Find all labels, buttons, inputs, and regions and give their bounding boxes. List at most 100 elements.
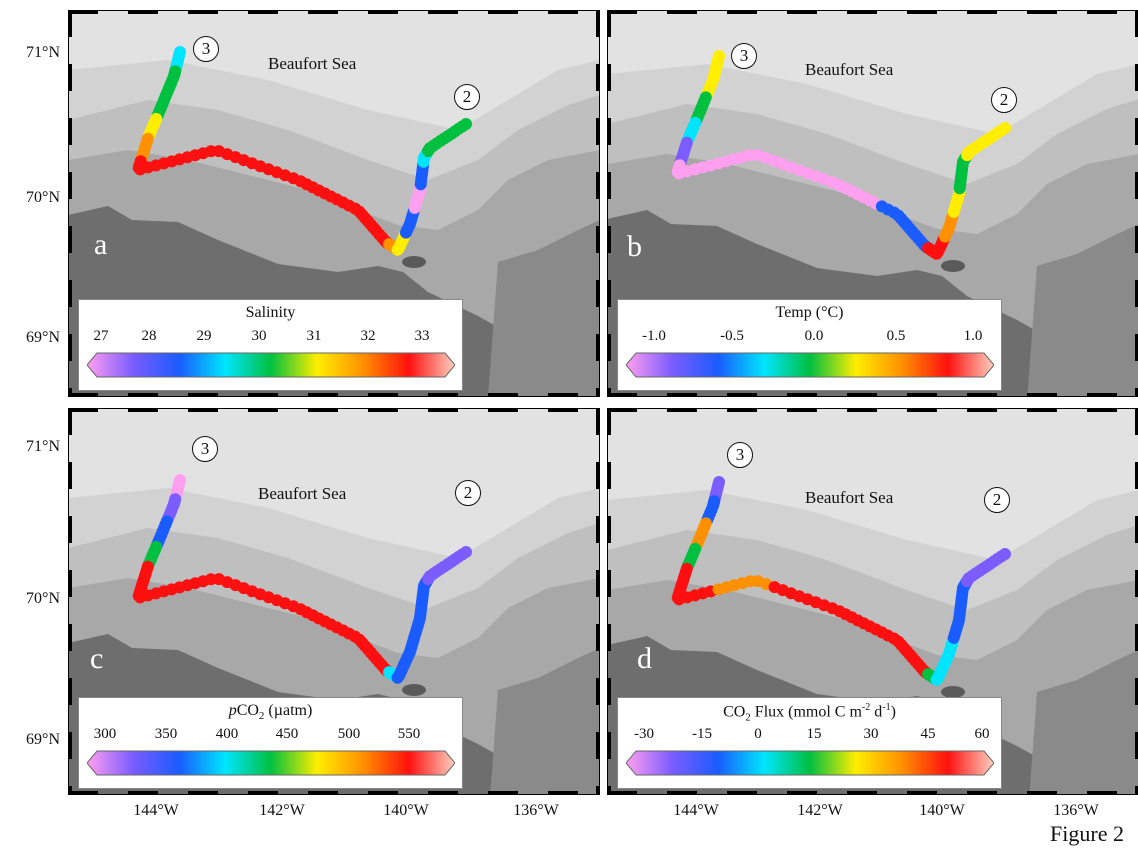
panel-b-temperature-map: Beaufort Sea 3 2 b Temp (°C) -1.0 -0.5 0…	[607, 10, 1138, 397]
frame-tick	[1135, 678, 1138, 705]
panel-c-pco2-map: Beaufort Sea 3 2 c pCO2 (µatm) 300 350 4…	[68, 408, 600, 795]
station-2-marker: 2	[984, 487, 1010, 513]
colorbar-tick: -30	[634, 726, 654, 742]
frame-tick	[68, 393, 98, 397]
station-2-marker: 2	[991, 87, 1017, 113]
frame-tick	[1027, 10, 1057, 14]
frame-tick	[188, 393, 218, 397]
station-3-marker: 3	[731, 43, 757, 69]
frame-tick	[68, 732, 72, 759]
colorbar-tick: -1.0	[642, 328, 666, 344]
frame-tick	[847, 393, 877, 397]
colorbar-title-main: CO	[723, 703, 746, 721]
frame-tick	[68, 10, 72, 37]
panel-letter: c	[90, 642, 104, 675]
frame-tick	[1135, 388, 1138, 397]
colorbar-tick: 500	[337, 726, 361, 742]
frame-tick	[248, 791, 278, 795]
frame-tick	[488, 408, 518, 412]
frame-tick	[667, 10, 697, 14]
frame-tick	[607, 10, 611, 37]
frame-tick	[787, 10, 817, 14]
frame-tick	[308, 10, 338, 14]
frame-tick	[607, 172, 611, 199]
frame-tick	[967, 393, 997, 397]
station-3-marker: 3	[192, 436, 218, 462]
island	[941, 686, 965, 698]
frame-tick	[68, 172, 72, 199]
frame-tick	[607, 408, 637, 412]
colorbar-tick: 15	[806, 726, 822, 742]
colorbar-title: CO2 Flux (mmol C m-2 d-1)	[618, 702, 1001, 724]
temperature-colorbar: Temp (°C) -1.0 -0.5 0.0 0.5 1.0	[617, 299, 1002, 391]
frame-tick	[1087, 408, 1117, 412]
frame-tick	[1135, 172, 1138, 199]
colorbar-tick: 30	[251, 328, 267, 344]
frame-tick	[596, 388, 600, 397]
colorbar-tick: 60	[974, 726, 990, 742]
colorbar-title: Temp (°C)	[775, 304, 844, 321]
latitude-label: 69°N	[26, 329, 60, 346]
frame-tick	[907, 393, 937, 397]
map-frame-ticks	[607, 10, 1138, 397]
frame-tick	[308, 393, 338, 397]
frame-tick	[907, 408, 937, 412]
panel-d-co2-flux-map: Beaufort Sea 3 2 d CO2 Flux (mmol C m-2 …	[607, 408, 1138, 795]
frame-tick	[596, 732, 600, 759]
frame-tick	[787, 408, 817, 412]
frame-tick	[68, 462, 72, 489]
ship-track	[671, 476, 1011, 686]
frame-tick	[607, 516, 611, 543]
frame-tick	[1135, 570, 1138, 597]
frame-tick	[596, 172, 600, 199]
frame-tick	[847, 408, 877, 412]
frame-tick	[1135, 408, 1138, 435]
colorbar-tick: 33	[414, 328, 430, 344]
colorbar-gradient	[87, 750, 455, 776]
latitude-label: 71°N	[26, 44, 60, 61]
frame-tick	[368, 408, 398, 412]
sea-name-label: Beaufort Sea	[805, 60, 894, 79]
panel-letter: d	[637, 642, 652, 675]
colorbar-ramp	[626, 352, 994, 378]
frame-tick	[548, 10, 578, 14]
frame-tick	[607, 393, 637, 397]
station-2-marker: 2	[455, 480, 481, 506]
frame-tick	[607, 570, 611, 597]
frame-tick	[607, 786, 611, 795]
longitude-label: 144°W	[133, 802, 179, 819]
frame-tick	[68, 516, 72, 543]
frame-tick	[1135, 624, 1138, 651]
frame-tick	[607, 226, 611, 253]
eastern-land	[490, 648, 600, 795]
colorbar-title-mid2: d	[870, 703, 883, 721]
frame-tick	[607, 624, 611, 651]
frame-tick	[596, 280, 600, 307]
frame-tick	[967, 791, 997, 795]
frame-tick	[248, 408, 278, 412]
panel-letter: a	[94, 228, 108, 261]
frame-tick	[967, 408, 997, 412]
station-2-marker: 2	[454, 84, 480, 110]
frame-tick	[128, 791, 158, 795]
colorbar-title-main: CO	[236, 702, 259, 719]
frame-tick	[907, 10, 937, 14]
frame-tick	[1135, 118, 1138, 145]
colorbar-ticks: 300 350 400 450 500 550	[79, 726, 462, 746]
frame-tick	[248, 393, 278, 397]
colorbar-ramp	[626, 750, 994, 776]
frame-tick	[1135, 786, 1138, 795]
frame-tick	[68, 10, 98, 14]
frame-tick	[68, 624, 72, 651]
frame-tick	[596, 334, 600, 361]
frame-tick	[1087, 791, 1117, 795]
frame-tick	[1135, 516, 1138, 543]
frame-tick	[188, 791, 218, 795]
colorbar-gradient	[626, 750, 994, 776]
frame-tick	[596, 678, 600, 705]
colorbar-ticks: 27 28 29 30 31 32 33	[79, 328, 462, 348]
colorbar-title-sub: 2	[258, 710, 265, 723]
frame-tick	[68, 791, 98, 795]
frame-tick	[368, 393, 398, 397]
frame-tick	[596, 118, 600, 145]
